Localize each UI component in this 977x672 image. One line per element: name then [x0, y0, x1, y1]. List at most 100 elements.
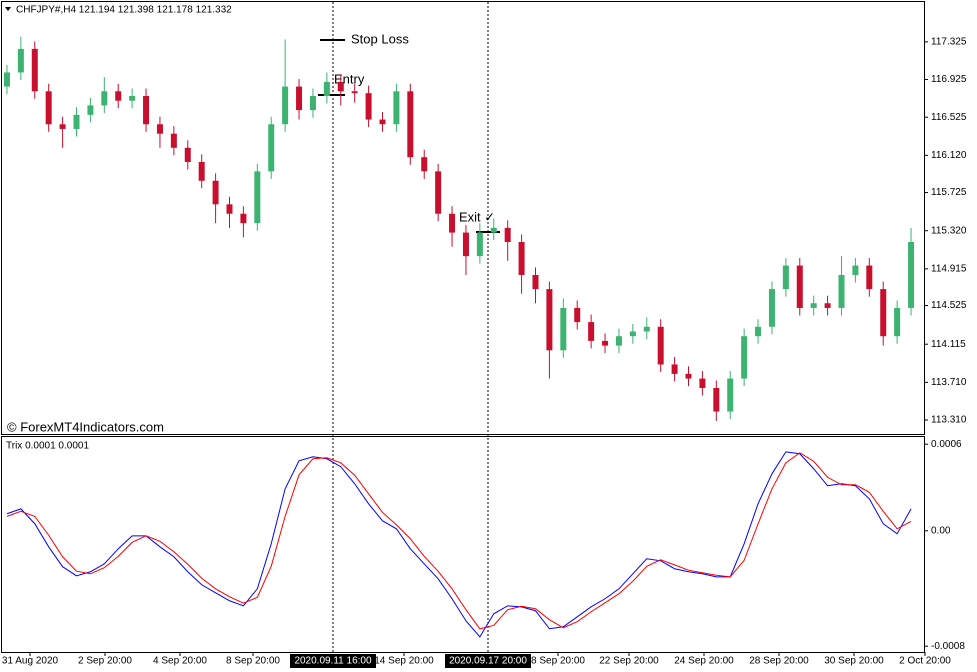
trix-line	[6, 451, 912, 638]
candle-body	[532, 274, 539, 290]
candle-body	[45, 91, 52, 125]
candle-body	[504, 227, 511, 243]
candle-body	[3, 72, 10, 87]
candle-body	[379, 119, 386, 125]
candle-body	[546, 289, 553, 351]
candle-body	[240, 213, 247, 224]
x-tick-label: 14 Sep 20:00	[374, 656, 434, 667]
candle-body	[602, 340, 609, 346]
y-tick-label: 116.525	[931, 112, 967, 123]
y-tick-label: 115.320	[931, 225, 967, 236]
candle-body	[351, 91, 358, 94]
candle-body	[574, 307, 581, 323]
candle-body	[741, 336, 748, 379]
y-tick-label: 113.710	[931, 377, 967, 388]
price-panel	[1, 1, 925, 435]
candle-body	[309, 96, 316, 111]
candle-body	[449, 213, 456, 233]
menu-arrow	[5, 7, 11, 11]
candle-body	[296, 86, 303, 111]
x-tick-label: 31 Aug 2020	[2, 656, 59, 667]
candle-body	[212, 180, 219, 205]
cursor-label-bg	[445, 654, 531, 668]
candle-body	[880, 289, 887, 337]
candle-body	[518, 242, 525, 275]
candle-body	[59, 124, 66, 129]
candle-body	[323, 81, 330, 97]
x-tick-label: 4 Sep 20:00	[153, 656, 207, 667]
y-tick-label: 0.0006	[931, 439, 962, 450]
y-tick-label: 117.325	[931, 36, 967, 47]
candle-body	[337, 81, 344, 92]
candle-body	[657, 326, 664, 365]
stop-loss-label: Stop Loss	[351, 31, 409, 46]
candle-body	[490, 227, 497, 233]
x-tick-label: 24 Sep 20:00	[674, 656, 734, 667]
watermark: © ForexMT4Indicators.com	[7, 419, 164, 434]
y-tick-label: 116.120	[931, 150, 967, 161]
candle-body	[31, 48, 38, 92]
indicator-panel	[1, 436, 925, 653]
candle-body	[101, 91, 108, 106]
candle-body	[866, 265, 873, 290]
candle-body	[17, 48, 24, 73]
x-tick-label: 22 Sep 20:00	[599, 656, 659, 667]
candle-body	[268, 124, 275, 172]
candle-body	[588, 322, 595, 341]
cursor-label: 2020.09.17 20:00	[449, 656, 527, 667]
x-tick-label: 8 Sep 20:00	[531, 656, 585, 667]
candle-body	[143, 96, 150, 125]
y-tick-label: 0.00	[931, 525, 951, 536]
candle-body	[727, 378, 734, 412]
candle-body	[365, 93, 372, 120]
y-tick-label: 114.915	[931, 263, 967, 274]
exit-label: Exit ✓	[459, 209, 495, 224]
candle-body	[699, 378, 706, 388]
x-tick-label: 2 Sep 20:00	[78, 656, 132, 667]
candle-body	[156, 124, 163, 134]
candle-body	[282, 86, 289, 125]
candle-body	[462, 232, 469, 257]
candle-body	[755, 326, 762, 337]
candle-body	[671, 364, 678, 374]
candle-body	[393, 91, 400, 125]
candle-body	[198, 161, 205, 181]
candle-body	[129, 96, 136, 101]
candle-body	[615, 336, 622, 346]
candle-body	[782, 265, 789, 290]
candle-body	[894, 307, 901, 337]
candle-body	[560, 307, 567, 351]
candle-body	[170, 133, 177, 148]
indicator-title: Trix 0.0001 0.0001	[6, 441, 89, 452]
x-tick-label: 28 Sep 20:00	[749, 656, 809, 667]
candle-body	[226, 204, 233, 214]
candle-body	[713, 387, 720, 412]
candle-body	[643, 326, 650, 332]
candle-body	[838, 274, 845, 308]
candle-body	[796, 265, 803, 308]
candle-body	[115, 91, 122, 101]
y-tick-label: 113.310	[931, 415, 967, 426]
x-tick-label: 2 Oct 20:00	[899, 656, 951, 667]
candle-body	[685, 373, 692, 379]
y-tick-label: 114.115	[931, 339, 966, 350]
candle-body	[87, 105, 94, 115]
candle-body	[629, 331, 636, 337]
y-tick-label: 114.525	[931, 300, 967, 311]
candle-body	[810, 303, 817, 308]
candle-body	[476, 232, 483, 257]
candle-body	[254, 171, 261, 224]
header: CHFJPY#,H4 121.194 121.398 121.178 121.3…	[16, 5, 232, 16]
y-tick-label: -0.0008	[931, 641, 965, 652]
candle-body	[407, 91, 414, 158]
y-tick-label: 116.925	[931, 74, 967, 85]
trix-line	[6, 452, 912, 630]
cursor-label-bg	[290, 654, 376, 668]
cursor-label: 2020.09.11 16:00	[294, 656, 372, 667]
candle-body	[768, 289, 775, 327]
x-tick-label: 30 Sep 20:00	[824, 656, 884, 667]
x-tick-label: 8 Sep 20:00	[226, 656, 280, 667]
candle-body	[435, 171, 442, 214]
candle-body	[421, 157, 428, 172]
